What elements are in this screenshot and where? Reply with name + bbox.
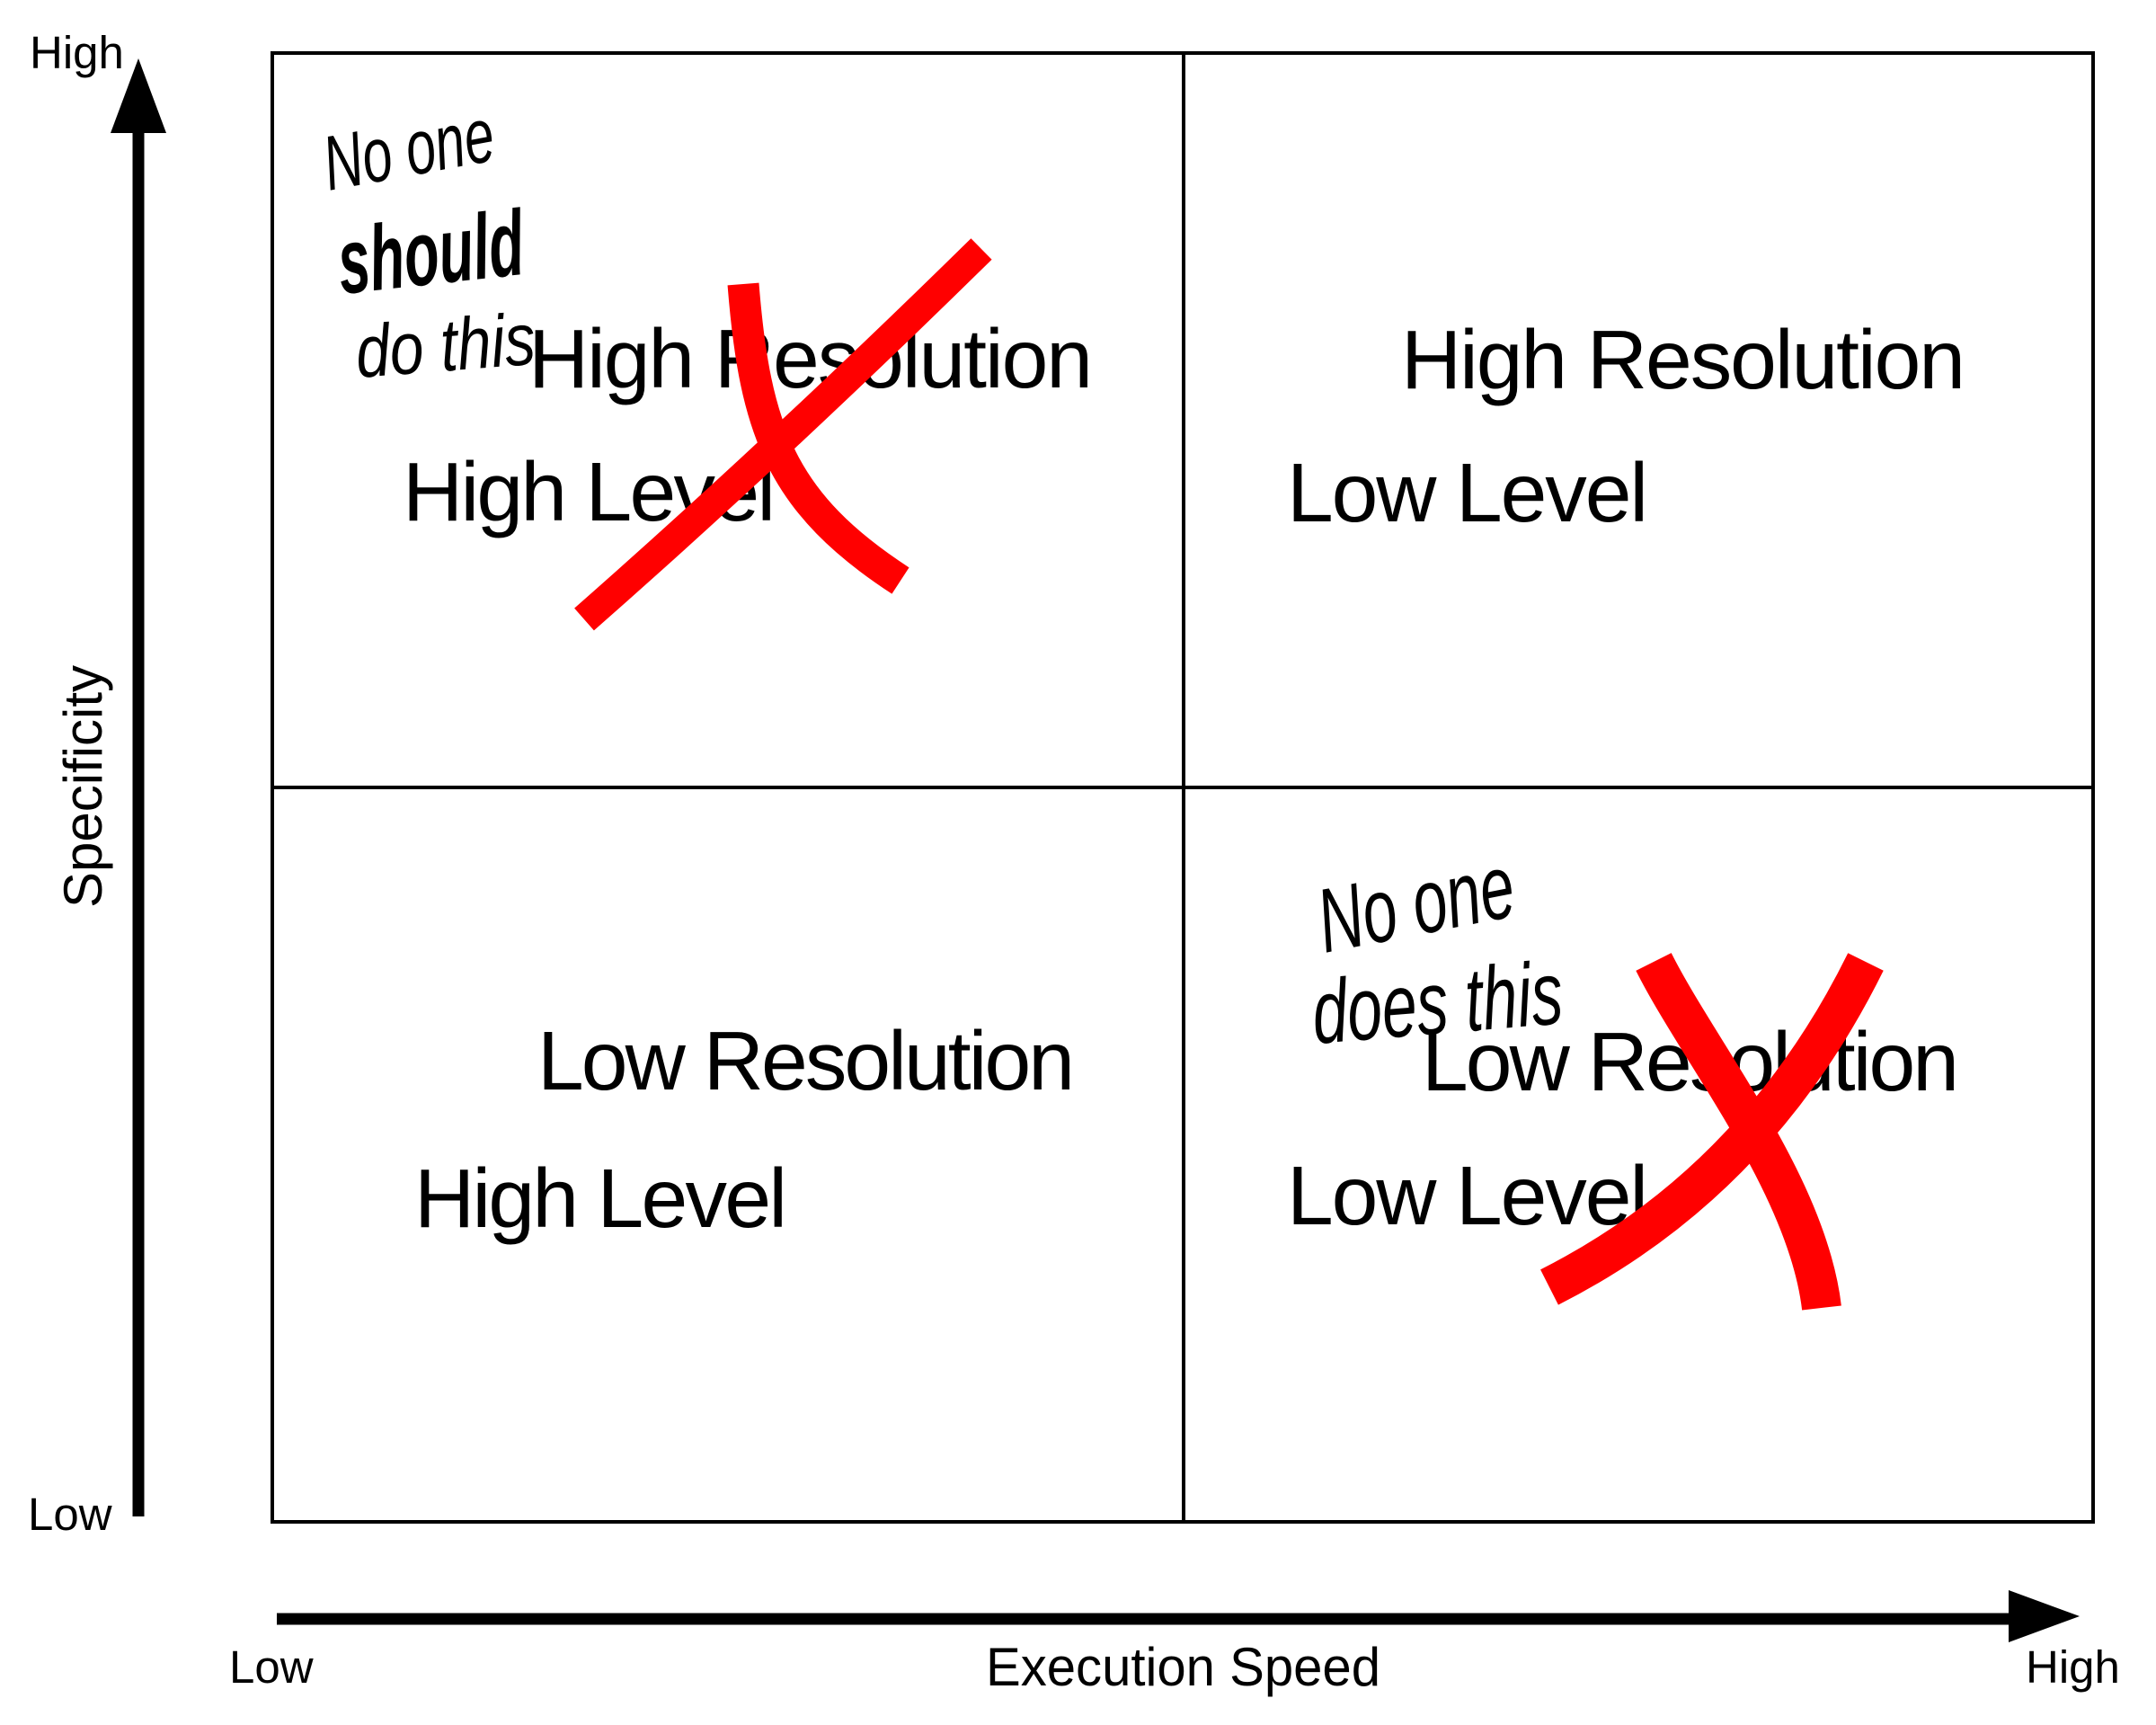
svg-text:High Level: High Level: [414, 1151, 787, 1245]
svg-text:Low: Low: [28, 1489, 112, 1540]
svg-text:do this: do this: [352, 298, 537, 394]
svg-text:Low Resolution: Low Resolution: [537, 1014, 1075, 1107]
svg-text:High Resolution: High Resolution: [528, 312, 1093, 405]
svg-text:Low Level: Low Level: [1287, 1149, 1648, 1242]
svg-text:should: should: [333, 191, 529, 314]
svg-text:does this: does this: [1309, 942, 1566, 1063]
svg-text:Execution Speed: Execution Speed: [986, 1637, 1380, 1697]
svg-text:Specificity: Specificity: [53, 665, 113, 908]
svg-text:Low Level: Low Level: [1287, 446, 1648, 539]
svg-text:High: High: [2026, 1641, 2120, 1693]
svg-text:High: High: [30, 27, 124, 78]
svg-text:Low: Low: [229, 1641, 314, 1693]
svg-text:High Resolution: High Resolution: [1401, 313, 1965, 406]
